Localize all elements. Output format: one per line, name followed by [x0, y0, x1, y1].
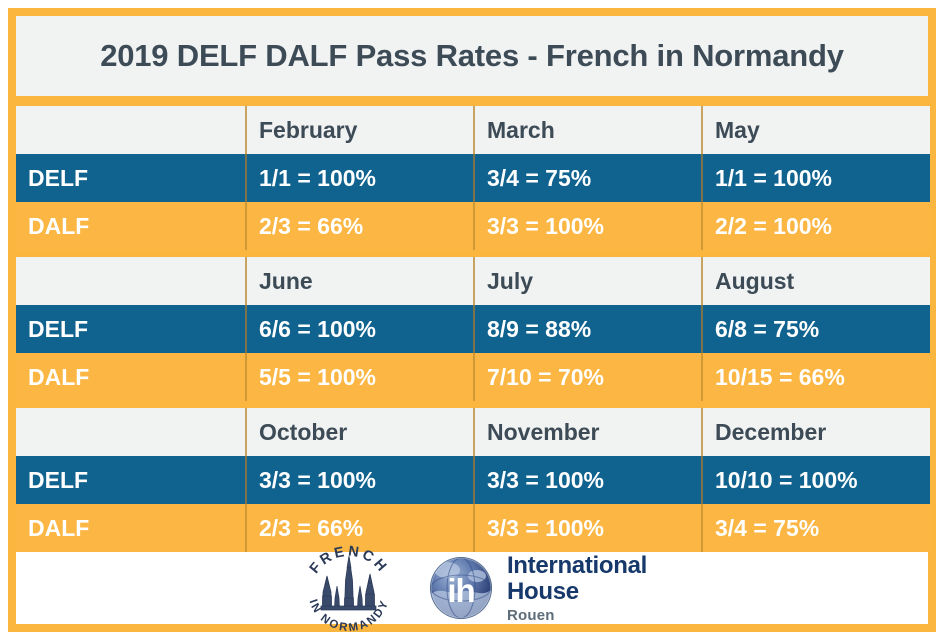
delf-value-cell: 8/9 = 88%: [473, 305, 702, 353]
month-header-cell: December: [701, 408, 930, 456]
dalf-value-cell: 2/2 = 100%: [701, 202, 930, 250]
pass-rates-table: February March May DELF 1/1 = 100% 3/4 =…: [16, 106, 930, 552]
ih-monogram: ih: [447, 572, 474, 609]
row-label-delf: DELF: [16, 456, 246, 504]
month-header-cell: March: [473, 106, 702, 154]
french-in-normandy-logo-icon: FRENCH IN NORMANDY: [306, 544, 389, 634]
row-label-dalf: DALF: [16, 353, 246, 401]
delf-value-cell: 1/1 = 100%: [701, 154, 930, 202]
ih-line-rouen: Rouen: [506, 606, 555, 624]
table-row: October November December: [16, 408, 930, 456]
international-house-logo: ih International House Rouen: [427, 551, 648, 624]
block-separator: [16, 250, 930, 257]
block-separator-cell: [16, 250, 930, 257]
delf-value-cell: 3/3 = 100%: [473, 456, 702, 504]
month-header-cell: June: [245, 257, 474, 305]
month-header-cell: May: [701, 106, 930, 154]
table-row: June July August: [16, 257, 930, 305]
table-row: DALF 5/5 = 100% 7/10 = 70% 10/15 = 66%: [16, 353, 930, 401]
dalf-value-cell: 3/3 = 100%: [473, 504, 702, 552]
table-row: DELF 6/6 = 100% 8/9 = 88% 6/8 = 75%: [16, 305, 930, 353]
month-header-cell: February: [245, 106, 474, 154]
block-separator-cell: [16, 401, 930, 408]
dalf-value-cell: 3/3 = 100%: [473, 202, 702, 250]
delf-value-cell: 6/8 = 75%: [701, 305, 930, 353]
row-label-delf: DELF: [16, 305, 246, 353]
page-title: 2019 DELF DALF Pass Rates - French in No…: [100, 38, 844, 73]
table-row: DELF 1/1 = 100% 3/4 = 75% 1/1 = 100%: [16, 154, 930, 202]
month-header-cell: August: [701, 257, 930, 305]
dalf-value-cell: 2/3 = 66%: [245, 202, 474, 250]
empty-corner-cell: [16, 106, 246, 154]
delf-value-cell: 6/6 = 100%: [245, 305, 474, 353]
table-row: DELF 3/3 = 100% 3/3 = 100% 10/10 = 100%: [16, 456, 930, 504]
empty-corner-cell: [16, 257, 246, 305]
month-header-cell: July: [473, 257, 702, 305]
month-header-cell: November: [473, 408, 702, 456]
dalf-value-cell: 5/5 = 100%: [245, 353, 474, 401]
table-row: February March May: [16, 106, 930, 154]
dalf-value-cell: 2/3 = 66%: [245, 504, 474, 552]
ih-wordmark: International House Rouen: [506, 551, 648, 624]
dalf-value-cell: 7/10 = 70%: [473, 353, 702, 401]
orange-frame: 2019 DELF DALF Pass Rates - French in No…: [8, 8, 936, 634]
ih-line-international: International: [506, 551, 648, 579]
delf-value-cell: 3/3 = 100%: [245, 456, 474, 504]
title-spacer: [16, 96, 928, 106]
title-band: 2019 DELF DALF Pass Rates - French in No…: [16, 16, 928, 96]
month-header-cell: October: [245, 408, 474, 456]
delf-value-cell: 1/1 = 100%: [245, 154, 474, 202]
footer-logos: FRENCH IN NORMANDY: [16, 544, 928, 634]
table-row: DALF 2/3 = 66% 3/3 = 100% 3/4 = 75%: [16, 504, 930, 552]
table-row: DALF 2/3 = 66% 3/3 = 100% 2/2 = 100%: [16, 202, 930, 250]
dalf-value-cell: 3/4 = 75%: [701, 504, 930, 552]
row-label-dalf: DALF: [16, 504, 246, 552]
ih-globe-icon: ih: [429, 557, 492, 619]
block-separator: [16, 401, 930, 408]
ih-line-house: House: [506, 577, 579, 605]
french-in-normandy-logo: FRENCH IN NORMANDY: [297, 542, 401, 634]
delf-value-cell: 10/10 = 100%: [701, 456, 930, 504]
row-label-delf: DELF: [16, 154, 246, 202]
dalf-value-cell: 10/15 = 66%: [701, 353, 930, 401]
row-label-dalf: DALF: [16, 202, 246, 250]
empty-corner-cell: [16, 408, 246, 456]
delf-value-cell: 3/4 = 75%: [473, 154, 702, 202]
